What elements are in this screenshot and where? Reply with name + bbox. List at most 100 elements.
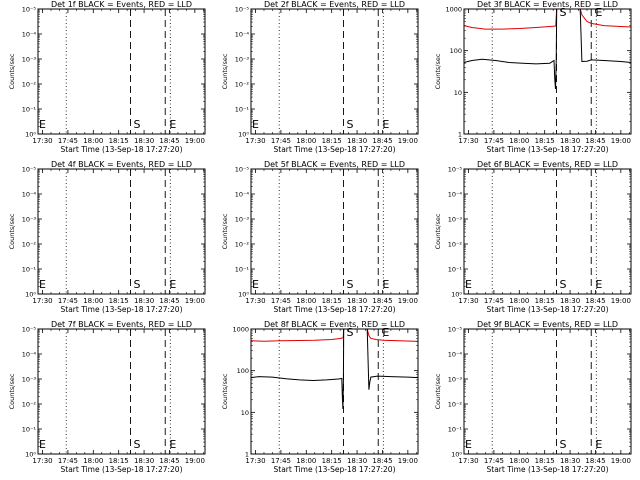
y-tick-label: 10⁻¹	[448, 266, 463, 274]
y-tick-label: 10⁻³	[448, 216, 463, 224]
y-tick-label: 10⁻³	[448, 376, 463, 384]
y-tick-label: 10⁻³	[22, 56, 37, 64]
e-marker-label: E	[595, 6, 602, 19]
x-tick-label: 18:00	[509, 137, 529, 145]
s-marker-label: S	[134, 278, 141, 291]
x-tick-label: 18:15	[322, 137, 342, 145]
detector-panel-4: Det 4f BLACK = Events, RED = LLD Counts/s…	[8, 160, 206, 314]
plot-frame	[250, 8, 419, 135]
x-tick-label: 18:15	[535, 137, 555, 145]
s-marker-label: S	[134, 438, 141, 451]
x-tick-label: 19:00	[611, 457, 631, 465]
y-tick-label: 10⁻²	[448, 241, 463, 249]
panel-title: Det 8f BLACK = Events, RED = LLD	[264, 320, 405, 329]
y-axis-label: Counts/sec	[221, 373, 229, 409]
y-tick-label: 10⁻⁵	[235, 166, 250, 174]
e-marker-label: E	[595, 438, 602, 451]
x-tick-label: 18:15	[322, 297, 342, 305]
plot-frame	[37, 328, 206, 455]
y-tick-label: 1000	[445, 6, 462, 14]
s-marker-label: S	[560, 438, 567, 451]
detector-panel-1: Det 1f BLACK = Events, RED = LLD Counts/s…	[8, 0, 206, 154]
y-tick-label: 10⁻⁵	[22, 6, 37, 14]
y-tick-label: 10⁻³	[235, 56, 250, 64]
x-tick-label: 18:30	[347, 297, 367, 305]
x-tick-label: 19:00	[398, 297, 418, 305]
y-tick-label: 10⁻²	[235, 241, 250, 249]
s-marker-label: S	[347, 278, 354, 291]
y-axis-label: Counts/sec	[8, 53, 16, 89]
x-tick-label: 18:00	[296, 297, 316, 305]
x-axis-label: Start Time (13-Sep-18 17:27:20)	[61, 465, 183, 474]
e-marker-label-left: E	[39, 278, 46, 291]
x-tick-label: 18:45	[585, 297, 605, 305]
s-marker-label: S	[134, 118, 141, 131]
s-marker-label: S	[560, 6, 567, 19]
x-axis-label: Start Time (13-Sep-18 17:27:20)	[487, 305, 609, 314]
plot-frame	[463, 168, 632, 295]
e-marker-label-left: E	[252, 278, 259, 291]
y-tick-label: 10⁻⁴	[448, 351, 463, 359]
x-tick-label: 18:00	[83, 137, 103, 145]
x-tick-label: 18:45	[585, 137, 605, 145]
x-tick-label: 18:45	[585, 457, 605, 465]
lld-series-line	[250, 328, 419, 342]
x-tick-label: 17:30	[245, 297, 265, 305]
plot-frame	[250, 168, 419, 295]
e-marker-label: E	[169, 438, 176, 451]
panel-title: Det 1f BLACK = Events, RED = LLD	[51, 0, 192, 9]
x-tick-label: 18:00	[83, 457, 103, 465]
s-marker-label: S	[347, 326, 354, 339]
x-axis-label: Start Time (13-Sep-18 17:27:20)	[274, 145, 396, 154]
x-tick-label: 18:30	[347, 137, 367, 145]
detector-panel-5: Det 5f BLACK = Events, RED = LLD Counts/s…	[221, 160, 419, 314]
y-tick-label: 10⁻⁴	[22, 351, 37, 359]
e-marker-label-left: E	[252, 118, 259, 131]
x-tick-label: 18:30	[560, 457, 580, 465]
y-tick-label: 1	[245, 451, 249, 459]
y-tick-label: 10⁻¹	[22, 266, 37, 274]
panel-title: Det 9f BLACK = Events, RED = LLD	[477, 320, 618, 329]
x-axis-label: Start Time (13-Sep-18 17:27:20)	[487, 145, 609, 154]
x-tick-label: 19:00	[611, 297, 631, 305]
y-tick-label: 10⁻³	[22, 376, 37, 384]
x-tick-label: 17:30	[32, 457, 52, 465]
x-tick-label: 18:15	[535, 457, 555, 465]
detector-panel-3: Det 3f BLACK = Events, RED = LLD Counts/s…	[434, 0, 632, 154]
x-tick-label: 18:30	[134, 137, 154, 145]
x-tick-label: 17:45	[58, 137, 78, 145]
x-tick-label: 18:15	[109, 137, 129, 145]
x-axis-label: Start Time (13-Sep-18 17:27:20)	[274, 465, 396, 474]
x-axis-label: Start Time (13-Sep-18 17:27:20)	[61, 145, 183, 154]
x-axis-label: Start Time (13-Sep-18 17:27:20)	[61, 305, 183, 314]
y-tick-label: 1	[458, 131, 462, 139]
x-tick-label: 18:30	[560, 137, 580, 145]
y-tick-label: 10⁻²	[448, 401, 463, 409]
y-tick-label: 10⁰	[451, 291, 462, 299]
e-marker-label-left: E	[39, 118, 46, 131]
x-tick-label: 19:00	[185, 137, 205, 145]
y-tick-label: 1000	[232, 326, 249, 334]
x-axis-label: Start Time (13-Sep-18 17:27:20)	[487, 465, 609, 474]
x-tick-label: 19:00	[398, 137, 418, 145]
y-tick-label: 10⁻⁴	[22, 191, 37, 199]
e-marker-label: E	[382, 278, 389, 291]
x-tick-label: 19:00	[185, 297, 205, 305]
y-tick-label: 10⁻⁵	[235, 6, 250, 14]
y-tick-label: 10⁰	[238, 291, 249, 299]
y-tick-label: 10⁻¹	[448, 426, 463, 434]
y-tick-label: 10⁰	[25, 131, 36, 139]
y-tick-label: 10⁻¹	[235, 266, 250, 274]
x-tick-label: 18:00	[509, 457, 529, 465]
x-tick-label: 17:30	[32, 137, 52, 145]
y-tick-label: 10⁻²	[22, 81, 37, 89]
y-tick-label: 10⁻²	[22, 401, 37, 409]
x-tick-label: 18:15	[535, 297, 555, 305]
y-tick-label: 10⁻⁵	[22, 166, 37, 174]
y-tick-label: 10⁻¹	[235, 106, 250, 114]
y-tick-label: 10⁻⁴	[448, 191, 463, 199]
panel-title: Det 5f BLACK = Events, RED = LLD	[264, 160, 405, 169]
y-axis-label: Counts/sec	[434, 213, 442, 249]
plot-frame	[463, 328, 632, 455]
